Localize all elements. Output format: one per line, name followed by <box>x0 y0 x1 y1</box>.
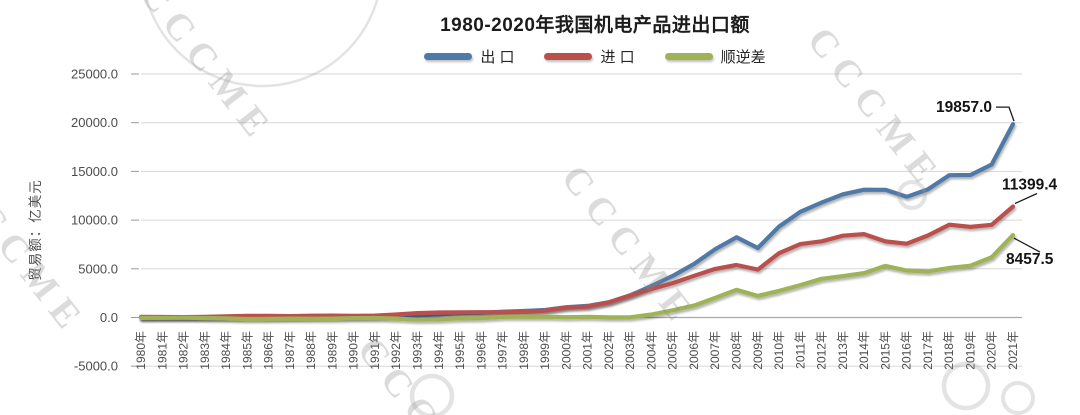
x-tick-label: 2005年 <box>666 331 680 370</box>
x-tick-label: 2018年 <box>942 331 956 370</box>
x-tick-label: 1992年 <box>389 331 403 370</box>
y-tick-label: 20000.0 <box>71 115 118 130</box>
legend-item-balance: 顺逆差 <box>664 46 766 67</box>
x-tick-label: 2000年 <box>559 331 573 370</box>
watermark-ring <box>897 180 927 210</box>
legend-label-balance: 顺逆差 <box>720 49 766 66</box>
x-tick-label: 1981年 <box>155 331 169 370</box>
export-line-swatch <box>424 53 473 60</box>
y-tick-label: 25000.0 <box>71 67 118 82</box>
chart-legend: 出 口 进 口 顺逆差 <box>115 46 1075 67</box>
x-tick-label: 1995年 <box>453 331 467 370</box>
data-label-import: 11399.4 <box>1002 177 1058 194</box>
x-tick-label: 2002年 <box>602 331 616 370</box>
legend-item-import: 进 口 <box>544 46 635 67</box>
series-line-balance <box>138 233 1016 322</box>
x-tick-label: 1984年 <box>219 331 233 370</box>
x-tick-label: 2008年 <box>730 331 744 370</box>
x-tick-label: 1990年 <box>347 331 361 370</box>
annotation-leader <box>1014 192 1038 205</box>
import-line-swatch <box>544 53 593 60</box>
y-axis-title: 贸易额：亿美元 <box>28 179 43 281</box>
x-tick-label: 1982年 <box>177 331 191 370</box>
x-tick-label: 2006年 <box>687 331 701 370</box>
x-tick-label: 2020年 <box>985 331 999 370</box>
watermark-text: CCCME <box>553 158 705 336</box>
x-tick-label: 1998年 <box>517 331 531 370</box>
annotation-leader <box>996 106 1015 122</box>
x-tick-label: 2004年 <box>644 331 658 370</box>
x-tick-label: 1987年 <box>283 331 297 370</box>
x-tick-label: 2011年 <box>793 331 807 369</box>
x-tick-label: 1996年 <box>474 331 488 370</box>
y-tick-label: 0.0 <box>100 310 118 325</box>
data-label-balance: 8457.5 <box>1006 251 1054 268</box>
watermark-text: CCCME <box>0 166 95 344</box>
series-line-export <box>138 121 1016 320</box>
x-tick-label: 1989年 <box>325 331 339 370</box>
x-tick-label: 2007年 <box>708 331 722 370</box>
chart-header: 1980-2020年我国机电产品进出口额 出 口 进 口 顺逆差 <box>115 10 1075 67</box>
x-tick-label: 1985年 <box>240 331 254 370</box>
chart-title: 1980-2020年我国机电产品进出口额 <box>440 15 750 36</box>
y-tick-label: 15000.0 <box>71 164 118 179</box>
x-tick-label: 2016年 <box>900 331 914 370</box>
x-tick-label: 2014年 <box>857 331 871 370</box>
y-tick-label: 10000.0 <box>71 213 118 228</box>
watermark-ring <box>145 0 379 88</box>
x-tick-label: 2021年 <box>1006 331 1020 370</box>
x-tick-label: 2013年 <box>836 331 850 370</box>
x-tick-label: 2019年 <box>964 331 978 370</box>
x-tick-label: 2009年 <box>751 331 765 370</box>
series-line-import <box>138 204 1016 320</box>
legend-label-export: 出 口 <box>480 49 515 66</box>
legend-label-import: 进 口 <box>600 49 635 66</box>
x-tick-label: 1991年 <box>368 331 382 370</box>
x-tick-label: 2010年 <box>772 331 786 370</box>
x-tick-label: 1993年 <box>411 331 425 370</box>
x-tick-label: 2012年 <box>815 331 829 370</box>
x-tick-label: 2015年 <box>878 331 892 370</box>
watermark-ring <box>409 373 455 415</box>
x-tick-label: 1994年 <box>432 331 446 370</box>
x-tick-label: 2001年 <box>581 331 595 370</box>
balance-line-swatch <box>664 53 713 60</box>
x-tick-label: 2003年 <box>623 331 637 370</box>
x-tick-label: 1997年 <box>496 331 510 370</box>
x-tick-label: 1983年 <box>198 331 212 370</box>
x-tick-label: 1988年 <box>304 331 318 370</box>
annotation-leader <box>1013 237 1041 253</box>
x-tick-label: 1999年 <box>538 331 552 370</box>
watermark-ring <box>1001 381 1035 415</box>
x-tick-label: 1986年 <box>262 331 276 370</box>
x-tick-label: 2017年 <box>921 331 935 370</box>
y-tick-label: -5000.0 <box>74 359 118 374</box>
legend-item-export: 出 口 <box>424 46 514 67</box>
data-label-export: 19857.0 <box>936 99 992 116</box>
y-tick-label: 5000.0 <box>78 261 118 276</box>
watermark-ring <box>941 361 991 411</box>
x-tick-label: 1980年 <box>134 331 148 370</box>
